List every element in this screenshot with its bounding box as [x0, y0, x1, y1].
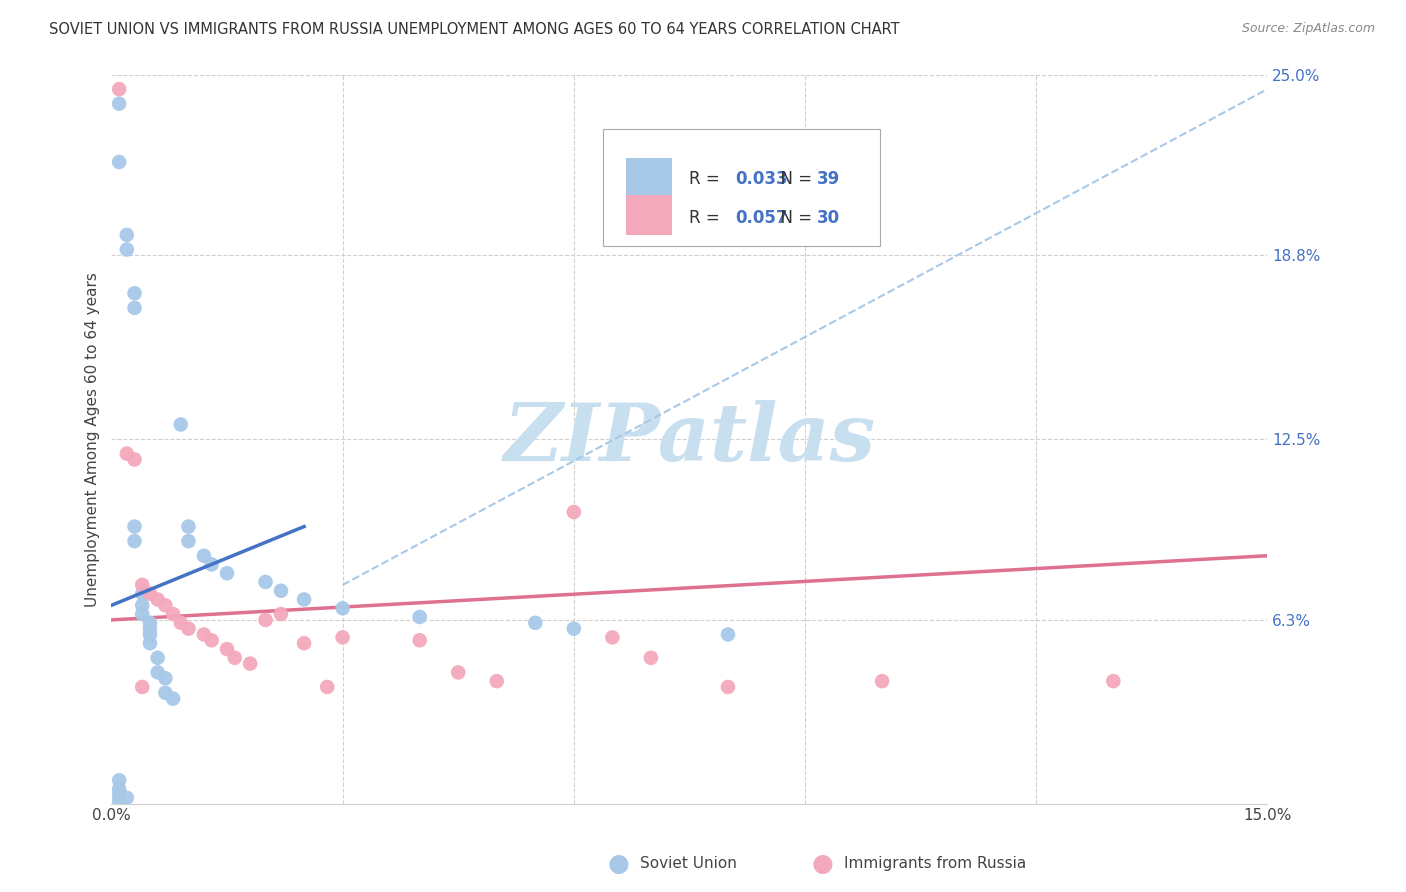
Text: Soviet Union: Soviet Union: [640, 856, 737, 871]
Point: [139, 615, 162, 630]
Point: [115, 227, 138, 242]
Point: [717, 680, 740, 694]
Point: [115, 447, 138, 461]
Text: R =: R =: [689, 169, 725, 188]
Point: [108, 794, 131, 808]
Point: [177, 519, 200, 533]
Point: [292, 636, 315, 650]
Text: N =: N =: [770, 169, 818, 188]
Point: [139, 587, 162, 601]
Point: [124, 452, 146, 467]
Point: [254, 574, 277, 589]
Point: [409, 610, 432, 624]
Point: [155, 671, 177, 685]
Point: [170, 615, 193, 630]
Point: [139, 636, 162, 650]
Point: [224, 650, 246, 665]
Point: [108, 96, 131, 111]
Point: [124, 519, 146, 533]
Text: Immigrants from Russia: Immigrants from Russia: [844, 856, 1026, 871]
Text: 0.033: 0.033: [735, 169, 789, 188]
Text: N =: N =: [770, 209, 818, 227]
Point: [108, 782, 131, 797]
Point: [254, 613, 277, 627]
Point: [562, 505, 585, 519]
Point: [870, 674, 893, 689]
Point: [562, 622, 585, 636]
Point: [124, 534, 146, 549]
Point: [146, 665, 169, 680]
Point: [640, 650, 662, 665]
Text: 0.057: 0.057: [735, 209, 789, 227]
Point: [139, 627, 162, 641]
Point: [193, 549, 215, 563]
Text: R =: R =: [689, 209, 725, 227]
Text: Source: ZipAtlas.com: Source: ZipAtlas.com: [1241, 22, 1375, 36]
Point: [131, 587, 153, 601]
Point: [409, 633, 432, 648]
Point: [139, 622, 162, 636]
Point: [316, 680, 339, 694]
Point: [108, 773, 131, 788]
Point: [332, 601, 354, 615]
Point: [215, 642, 238, 657]
Text: ●: ●: [811, 852, 834, 875]
FancyBboxPatch shape: [603, 129, 880, 246]
Point: [485, 674, 508, 689]
Point: [717, 627, 740, 641]
Point: [177, 534, 200, 549]
Point: [115, 243, 138, 257]
Text: 39: 39: [817, 169, 839, 188]
Point: [115, 790, 138, 805]
Point: [146, 650, 169, 665]
Point: [131, 607, 153, 621]
Point: [124, 301, 146, 315]
Text: SOVIET UNION VS IMMIGRANTS FROM RUSSIA UNEMPLOYMENT AMONG AGES 60 TO 64 YEARS CO: SOVIET UNION VS IMMIGRANTS FROM RUSSIA U…: [49, 22, 900, 37]
Point: [270, 583, 292, 598]
Point: [332, 631, 354, 645]
Point: [1102, 674, 1125, 689]
Bar: [626, 159, 672, 198]
Point: [270, 607, 292, 621]
Text: 30: 30: [817, 209, 839, 227]
Point: [200, 633, 222, 648]
Point: [162, 691, 184, 706]
Point: [131, 599, 153, 613]
Point: [108, 788, 131, 802]
Point: [162, 607, 184, 621]
Point: [170, 417, 193, 432]
Point: [131, 680, 153, 694]
Point: [447, 665, 470, 680]
Point: [124, 286, 146, 301]
Point: [200, 558, 222, 572]
Point: [177, 622, 200, 636]
Point: [155, 686, 177, 700]
Y-axis label: Unemployment Among Ages 60 to 64 years: Unemployment Among Ages 60 to 64 years: [86, 272, 100, 607]
Point: [108, 155, 131, 169]
Point: [239, 657, 262, 671]
Point: [108, 82, 131, 96]
Point: [292, 592, 315, 607]
Point: [524, 615, 547, 630]
Point: [155, 599, 177, 613]
Point: [215, 566, 238, 581]
Point: [131, 578, 153, 592]
Text: ●: ●: [607, 852, 630, 875]
Point: [602, 631, 624, 645]
Bar: [626, 194, 672, 235]
Text: ZIPatlas: ZIPatlas: [503, 401, 876, 478]
Point: [146, 592, 169, 607]
Point: [193, 627, 215, 641]
